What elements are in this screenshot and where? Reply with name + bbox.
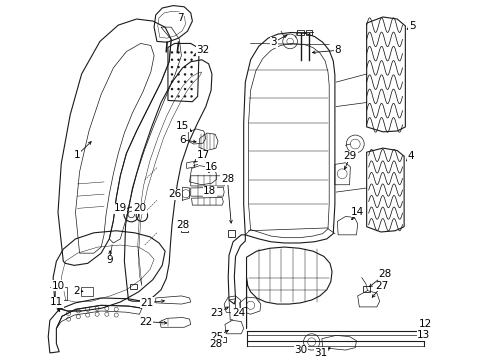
Circle shape	[177, 51, 180, 54]
Text: 4: 4	[407, 151, 413, 161]
Bar	[220, 337, 226, 342]
Text: 31: 31	[314, 348, 327, 358]
Text: 28: 28	[220, 174, 234, 184]
Text: 24: 24	[231, 309, 244, 319]
Circle shape	[190, 51, 192, 54]
Text: 14: 14	[350, 207, 364, 217]
Circle shape	[170, 95, 173, 98]
Text: 29: 29	[343, 151, 356, 161]
Text: 26: 26	[168, 189, 182, 199]
Circle shape	[170, 81, 173, 83]
Bar	[180, 227, 187, 233]
Text: 5: 5	[408, 21, 415, 31]
Circle shape	[170, 73, 173, 76]
Text: 32: 32	[196, 45, 209, 55]
Text: 18: 18	[203, 186, 216, 196]
Text: 11: 11	[50, 297, 63, 307]
Text: 27: 27	[375, 281, 388, 291]
Bar	[55, 287, 66, 300]
Text: 1: 1	[73, 150, 80, 161]
Text: 23: 23	[210, 309, 223, 319]
Circle shape	[170, 66, 173, 68]
Circle shape	[183, 81, 186, 83]
Text: 28: 28	[378, 269, 391, 279]
Text: 30: 30	[293, 345, 306, 355]
Circle shape	[190, 73, 192, 76]
Circle shape	[183, 66, 186, 68]
Circle shape	[177, 88, 180, 90]
Text: 20: 20	[133, 203, 146, 213]
Bar	[130, 284, 137, 289]
Circle shape	[177, 95, 180, 98]
Circle shape	[170, 59, 173, 61]
Text: 13: 13	[416, 330, 429, 341]
Text: 21: 21	[140, 298, 153, 308]
Circle shape	[177, 73, 180, 76]
Circle shape	[183, 59, 186, 61]
Text: 8: 8	[333, 45, 340, 55]
Text: 28: 28	[176, 220, 189, 230]
Bar	[227, 230, 235, 237]
Bar	[297, 31, 304, 35]
Circle shape	[183, 73, 186, 76]
Bar	[362, 286, 369, 292]
Circle shape	[170, 88, 173, 90]
Text: 12: 12	[418, 319, 431, 329]
Text: 3: 3	[270, 37, 277, 47]
Text: 16: 16	[205, 162, 218, 172]
Text: 10: 10	[51, 281, 64, 291]
Circle shape	[183, 88, 186, 90]
Text: 17: 17	[196, 150, 209, 161]
Circle shape	[177, 66, 180, 68]
Circle shape	[183, 51, 186, 54]
Circle shape	[170, 51, 173, 54]
Bar	[81, 287, 93, 296]
Circle shape	[177, 81, 180, 83]
Text: 7: 7	[177, 13, 183, 23]
Circle shape	[190, 59, 192, 61]
Circle shape	[190, 95, 192, 98]
Text: 9: 9	[106, 256, 113, 265]
Text: 25: 25	[210, 332, 223, 342]
Text: 28: 28	[209, 338, 222, 348]
Text: 19: 19	[113, 203, 127, 213]
Text: 6: 6	[179, 135, 185, 145]
Bar	[305, 31, 311, 35]
Circle shape	[190, 66, 192, 68]
Text: 2: 2	[73, 285, 80, 296]
Circle shape	[190, 81, 192, 83]
Circle shape	[177, 59, 180, 61]
Text: 15: 15	[176, 121, 189, 131]
Circle shape	[190, 88, 192, 90]
Text: 22: 22	[139, 316, 152, 327]
Circle shape	[183, 95, 186, 98]
